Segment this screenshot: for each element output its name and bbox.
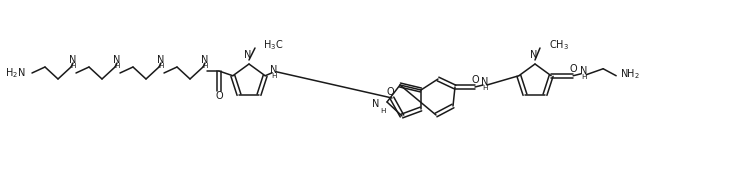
Text: N: N (69, 55, 77, 65)
Text: H: H (70, 63, 76, 69)
Text: N: N (530, 50, 538, 60)
Text: H: H (271, 73, 277, 79)
Text: O: O (471, 75, 479, 85)
Text: O: O (215, 91, 223, 101)
Text: H: H (582, 74, 587, 80)
Text: N: N (201, 55, 208, 65)
Text: H: H (381, 108, 386, 114)
Text: O: O (386, 87, 394, 97)
Text: H: H (158, 63, 164, 69)
Text: O: O (569, 64, 577, 74)
Text: H$_2$N: H$_2$N (5, 66, 26, 80)
Text: H: H (483, 85, 488, 91)
Text: N: N (270, 65, 278, 75)
Text: H: H (202, 63, 208, 69)
Text: H$_3$C: H$_3$C (263, 38, 284, 52)
Text: N: N (244, 50, 252, 60)
Text: H: H (114, 63, 120, 69)
Text: NH$_2$: NH$_2$ (620, 67, 640, 81)
Text: N: N (113, 55, 121, 65)
Text: N: N (481, 77, 488, 87)
Text: CH$_3$: CH$_3$ (549, 38, 569, 52)
Text: N: N (580, 66, 588, 76)
Text: N: N (157, 55, 165, 65)
Text: N: N (372, 99, 379, 109)
